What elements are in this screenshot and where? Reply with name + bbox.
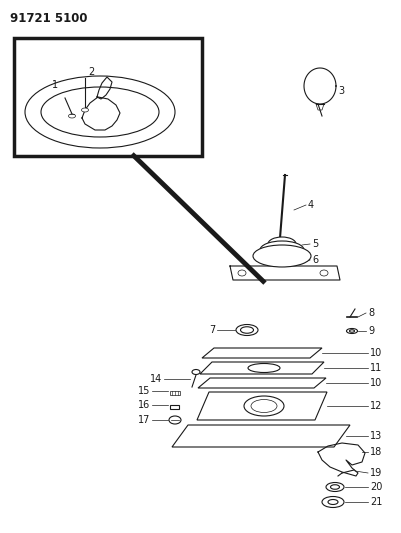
Bar — [14, 38, 202, 156]
Text: 14: 14 — [150, 374, 162, 384]
Text: 3: 3 — [338, 86, 344, 96]
Bar — [170, 391, 180, 395]
Ellipse shape — [346, 328, 358, 334]
Text: 16: 16 — [138, 400, 150, 410]
Text: 8: 8 — [368, 308, 374, 318]
Polygon shape — [197, 392, 327, 420]
Text: 5: 5 — [312, 239, 318, 249]
Text: 7: 7 — [209, 325, 215, 335]
Text: 11: 11 — [370, 363, 382, 373]
Text: 21: 21 — [370, 497, 383, 507]
Text: 9: 9 — [368, 326, 374, 336]
Bar — [170, 405, 179, 409]
Polygon shape — [202, 348, 322, 358]
Text: 2: 2 — [88, 67, 94, 77]
Ellipse shape — [192, 369, 200, 375]
Ellipse shape — [169, 416, 181, 424]
Ellipse shape — [260, 241, 304, 259]
Text: 10: 10 — [370, 348, 382, 358]
Ellipse shape — [268, 237, 296, 251]
Ellipse shape — [81, 108, 89, 112]
Text: 91721 5100: 91721 5100 — [10, 12, 87, 25]
Text: 12: 12 — [370, 401, 383, 411]
Text: 20: 20 — [370, 482, 383, 492]
Ellipse shape — [330, 484, 340, 489]
Text: 10: 10 — [370, 378, 382, 388]
Ellipse shape — [328, 499, 338, 505]
Ellipse shape — [251, 400, 277, 413]
Text: 19: 19 — [370, 468, 382, 478]
Ellipse shape — [248, 364, 280, 373]
Ellipse shape — [69, 114, 75, 118]
Polygon shape — [200, 362, 324, 374]
Polygon shape — [304, 68, 336, 104]
Ellipse shape — [322, 497, 344, 507]
Text: 17: 17 — [138, 415, 150, 425]
Ellipse shape — [326, 482, 344, 491]
Text: 4: 4 — [308, 200, 314, 210]
Ellipse shape — [236, 325, 258, 335]
Ellipse shape — [241, 327, 253, 333]
Ellipse shape — [253, 245, 311, 267]
Ellipse shape — [244, 396, 284, 416]
Ellipse shape — [320, 270, 328, 276]
Text: 1: 1 — [52, 80, 58, 90]
Ellipse shape — [238, 270, 246, 276]
Text: 18: 18 — [370, 447, 382, 457]
Polygon shape — [172, 425, 350, 447]
Text: 13: 13 — [370, 431, 382, 441]
Polygon shape — [198, 378, 326, 388]
Text: 15: 15 — [138, 386, 150, 396]
Text: 6: 6 — [312, 255, 318, 265]
Ellipse shape — [350, 330, 354, 332]
